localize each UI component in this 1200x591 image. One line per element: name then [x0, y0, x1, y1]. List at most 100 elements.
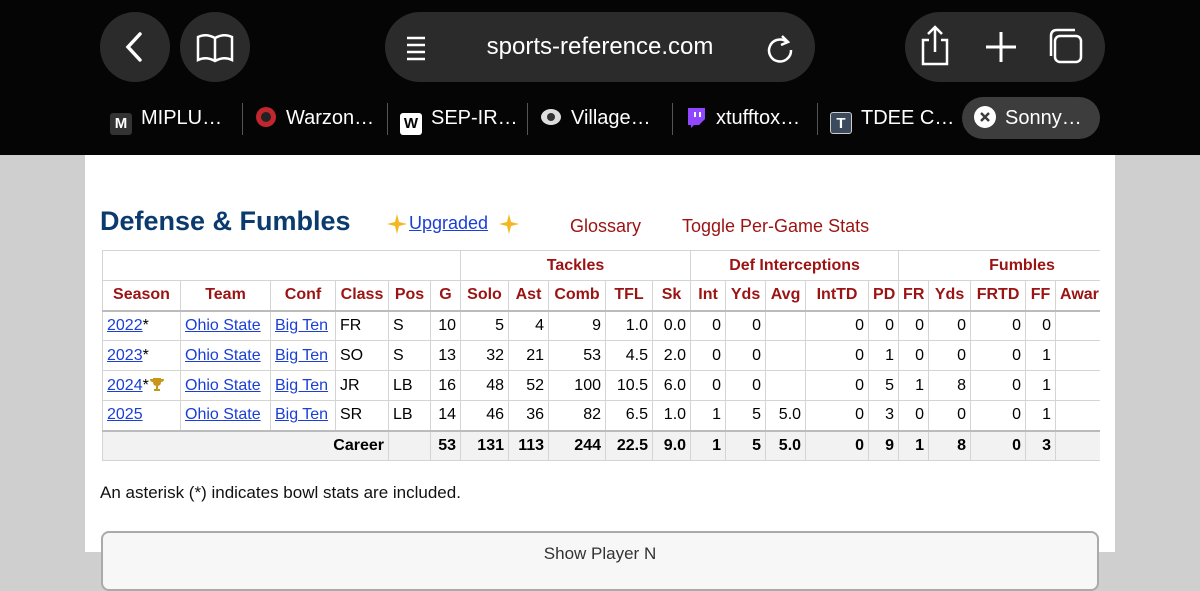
cell	[765, 370, 807, 401]
cell: S	[388, 310, 431, 341]
column-header[interactable]: FF	[1025, 280, 1057, 312]
url[interactable]: sports-reference.com	[486, 33, 714, 60]
cell: 1	[1025, 340, 1057, 371]
new-tab-icon[interactable]	[986, 32, 1016, 62]
cell	[1055, 340, 1100, 371]
column-header[interactable]: Sk	[651, 280, 692, 312]
cell: 4.5	[605, 340, 653, 371]
column-header[interactable]: Pos	[388, 280, 431, 312]
column-header[interactable]: Int	[690, 280, 727, 312]
tab-label: SEP-IR…	[431, 107, 518, 129]
cell: 1	[690, 429, 727, 461]
cell: 0	[898, 310, 930, 341]
column-header[interactable]: FRTD	[970, 280, 1027, 312]
glossary-link[interactable]: Glossary	[570, 216, 642, 236]
footnote: An asterisk (*) indicates bowl stats are…	[100, 483, 461, 502]
tab[interactable]: Village…	[530, 97, 670, 139]
season-note: *	[142, 377, 149, 394]
upgraded-link[interactable]: Upgraded	[409, 213, 489, 233]
bookmarks-button[interactable]	[180, 12, 250, 82]
tab-label: Village…	[571, 107, 651, 129]
season-link[interactable]: 2022	[107, 316, 143, 334]
cell: 82	[548, 400, 606, 431]
cell: Big Ten	[270, 400, 336, 431]
tab-favicon	[974, 106, 996, 128]
column-header[interactable]: Season	[102, 280, 181, 312]
tab-separator	[672, 103, 673, 135]
season-link[interactable]: 2023	[107, 346, 143, 364]
cell: 1	[1025, 400, 1057, 431]
group-header-row: Tackles Def Interceptions Fumbles	[102, 250, 1100, 281]
team-link[interactable]: Ohio State	[185, 406, 261, 424]
column-header[interactable]: FR	[898, 280, 930, 312]
conf-link[interactable]: Big Ten	[275, 346, 329, 364]
column-header[interactable]: Conf	[270, 280, 336, 312]
cell: 0	[928, 340, 972, 371]
season-cell: 2022*	[102, 310, 181, 341]
tab-label: Warzon…	[286, 107, 375, 129]
tab[interactable]: Warzon…	[245, 97, 385, 139]
cell: 16	[430, 370, 461, 401]
season-link[interactable]: 2024	[107, 377, 143, 394]
column-header[interactable]: Yds	[928, 280, 972, 312]
cell: 0	[805, 340, 870, 371]
cell: SR	[335, 400, 389, 431]
team-link[interactable]: Ohio State	[185, 376, 261, 394]
cell: 22.5	[605, 429, 653, 461]
column-header[interactable]: Ast	[508, 280, 549, 312]
column-header[interactable]: G	[430, 280, 461, 312]
cell: LB	[388, 370, 431, 401]
cell: 36	[508, 400, 549, 431]
column-header[interactable]: Class	[335, 280, 389, 312]
tab[interactable]: Sonny…	[962, 97, 1100, 139]
column-header[interactable]: PD	[868, 280, 900, 312]
column-header[interactable]: Avg	[765, 280, 807, 312]
cell: 9	[548, 310, 606, 341]
season-link[interactable]: 2025	[107, 406, 143, 424]
reload-icon[interactable]	[762, 30, 798, 66]
back-button[interactable]	[100, 12, 170, 82]
toggle-link[interactable]: Toggle Per-Game Stats	[682, 216, 870, 236]
data-row: 2024* Ohio State Big Ten JR LB 16 48 52 100 10.5 6…	[102, 370, 1100, 401]
group-header: Fumbles	[898, 250, 1100, 281]
column-header[interactable]: Solo	[460, 280, 509, 312]
conf-link[interactable]: Big Ten	[275, 406, 329, 424]
column-header[interactable]: TFL	[605, 280, 653, 312]
cell: 1	[898, 370, 930, 401]
share-icon[interactable]	[921, 25, 949, 66]
team-link[interactable]: Ohio State	[185, 346, 261, 364]
tab-separator	[817, 103, 818, 135]
tab[interactable]: M MIPLU…	[100, 97, 240, 139]
show-player-button[interactable]: Show Player N	[101, 531, 1099, 591]
team-link[interactable]: Ohio State	[185, 316, 261, 334]
tab[interactable]: W SEP-IR…	[390, 97, 526, 139]
stats-table-wrapper: Tackles Def Interceptions Fumbles Season Tea…	[102, 250, 1100, 462]
cell: 5	[868, 370, 900, 401]
back-icon	[125, 32, 142, 62]
tab-label: xtufftox…	[716, 107, 801, 129]
column-header[interactable]: Comb	[548, 280, 606, 312]
column-header[interactable]: Team	[180, 280, 271, 312]
cell: 131	[460, 429, 509, 461]
column-header[interactable]: Yds	[725, 280, 767, 312]
conf-link[interactable]: Big Ten	[275, 376, 329, 394]
conf-link[interactable]: Big Ten	[275, 316, 329, 334]
career-label: Career	[102, 429, 389, 461]
cell: 100	[548, 370, 606, 401]
cell: 0	[725, 370, 767, 401]
tabs-icon[interactable]	[1049, 28, 1083, 64]
cell: 52	[508, 370, 549, 401]
cell: 0	[970, 429, 1027, 461]
group-header	[102, 250, 461, 281]
cell: JR	[335, 370, 389, 401]
column-header[interactable]: IntTD	[805, 280, 870, 312]
season-cell: 2025	[102, 400, 181, 431]
tab[interactable]: xtufftox…	[675, 97, 815, 139]
tab[interactable]: T TDEE C…	[820, 97, 956, 139]
address-bar[interactable]	[385, 12, 815, 82]
column-header[interactable]: Awar	[1055, 280, 1100, 312]
tab-separator	[242, 103, 243, 135]
cell: Big Ten	[270, 370, 336, 401]
cell: 9	[868, 429, 900, 461]
cell: 5	[725, 429, 767, 461]
